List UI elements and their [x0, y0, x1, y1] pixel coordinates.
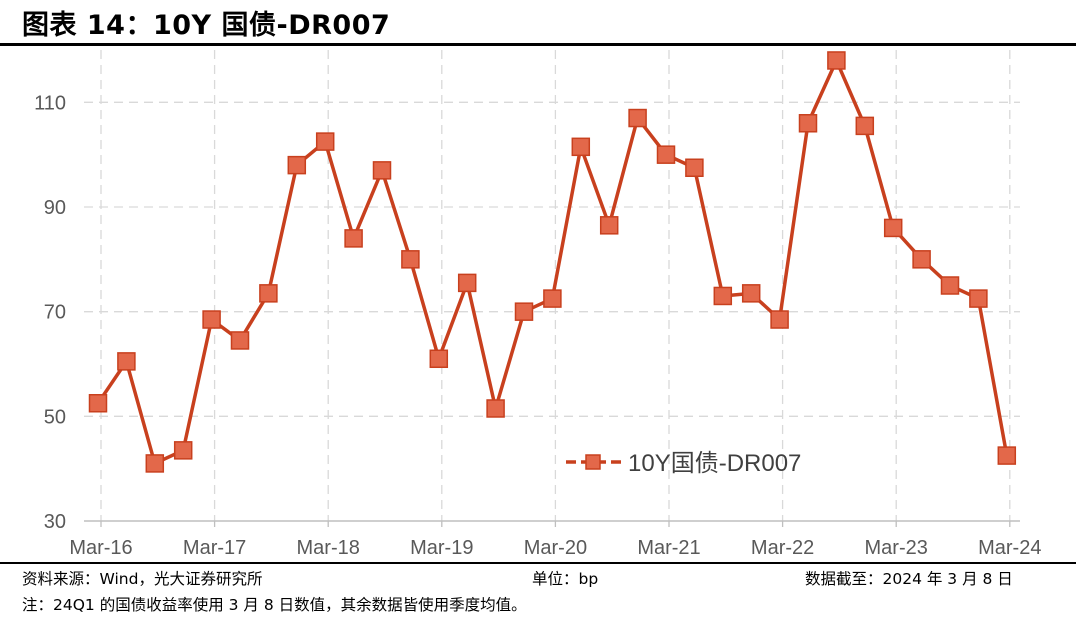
footer-divider: [0, 562, 1076, 564]
data-point: [770, 310, 789, 329]
data-point: [855, 116, 875, 136]
data-cutoff-note: 数据截至：2024 年 3 月 8 日: [805, 570, 1013, 588]
grid-layer: [84, 50, 1020, 521]
axis-layer: 30 50 70 90 110 Mar-16 Mar-17 Mar-18 Mar-19 Mar-2…: [34, 92, 1041, 559]
y-tick-label: 30: [44, 511, 66, 533]
data-point: [741, 284, 761, 303]
data-point: [230, 331, 250, 350]
figure-title: 图表 14：10Y 国债-DR007: [22, 10, 391, 41]
data-point: [259, 284, 278, 303]
data-point: [685, 158, 704, 177]
unit-note: 单位：bp: [532, 570, 599, 588]
x-tick-label: Mar-17: [183, 537, 246, 559]
x-tick-label: Mar-18: [297, 537, 360, 559]
data-point: [798, 114, 818, 133]
data-point: [117, 352, 136, 371]
data-point: [315, 132, 335, 151]
data-point: [202, 310, 221, 329]
y-tick-label: 50: [44, 406, 66, 428]
data-point: [713, 286, 733, 306]
data-point: [543, 289, 562, 308]
data-point: [628, 108, 647, 128]
footnote: 注：24Q1 的国债收益率使用 3 月 8 日数值，其余数据皆使用季度均值。: [22, 596, 527, 614]
data-point: [940, 276, 960, 295]
data-point: [344, 229, 363, 248]
data-point: [401, 250, 420, 269]
x-tick-label: Mar-21: [637, 537, 700, 559]
data-point: [883, 218, 903, 238]
legend-marker-swatch: [585, 454, 601, 470]
x-tick-label: Mar-24: [978, 537, 1041, 559]
data-point: [656, 145, 676, 164]
y-tick-label: 110: [34, 92, 66, 114]
series-layer: [88, 51, 1017, 473]
data-point: [173, 441, 193, 460]
y-tick-label: 70: [44, 302, 66, 324]
data-point: [912, 250, 931, 269]
y-tick-label: 90: [44, 197, 66, 219]
legend: 10Y国债-DR007: [566, 450, 801, 477]
x-tick-label: Mar-16: [69, 537, 132, 559]
data-point: [486, 399, 505, 418]
data-point: [827, 51, 846, 70]
data-point: [571, 137, 591, 157]
data-point: [514, 302, 534, 321]
data-point: [997, 446, 1017, 465]
data-point: [287, 155, 307, 175]
data-point: [457, 273, 477, 293]
data-point: [372, 161, 392, 180]
data-point: [969, 289, 988, 308]
data-point: [88, 394, 108, 413]
title-divider: [0, 43, 1076, 46]
source-note: 资料来源：Wind，光大证券研究所: [22, 570, 263, 588]
legend-label: 10Y国债-DR007: [628, 450, 801, 477]
data-point: [599, 216, 619, 235]
x-tick-label: Mar-19: [410, 537, 473, 559]
x-tick-label: Mar-20: [524, 537, 587, 559]
data-point: [145, 454, 165, 473]
x-tick-label: Mar-22: [751, 537, 814, 559]
x-tick-label: Mar-23: [865, 537, 928, 559]
data-point: [429, 349, 449, 369]
